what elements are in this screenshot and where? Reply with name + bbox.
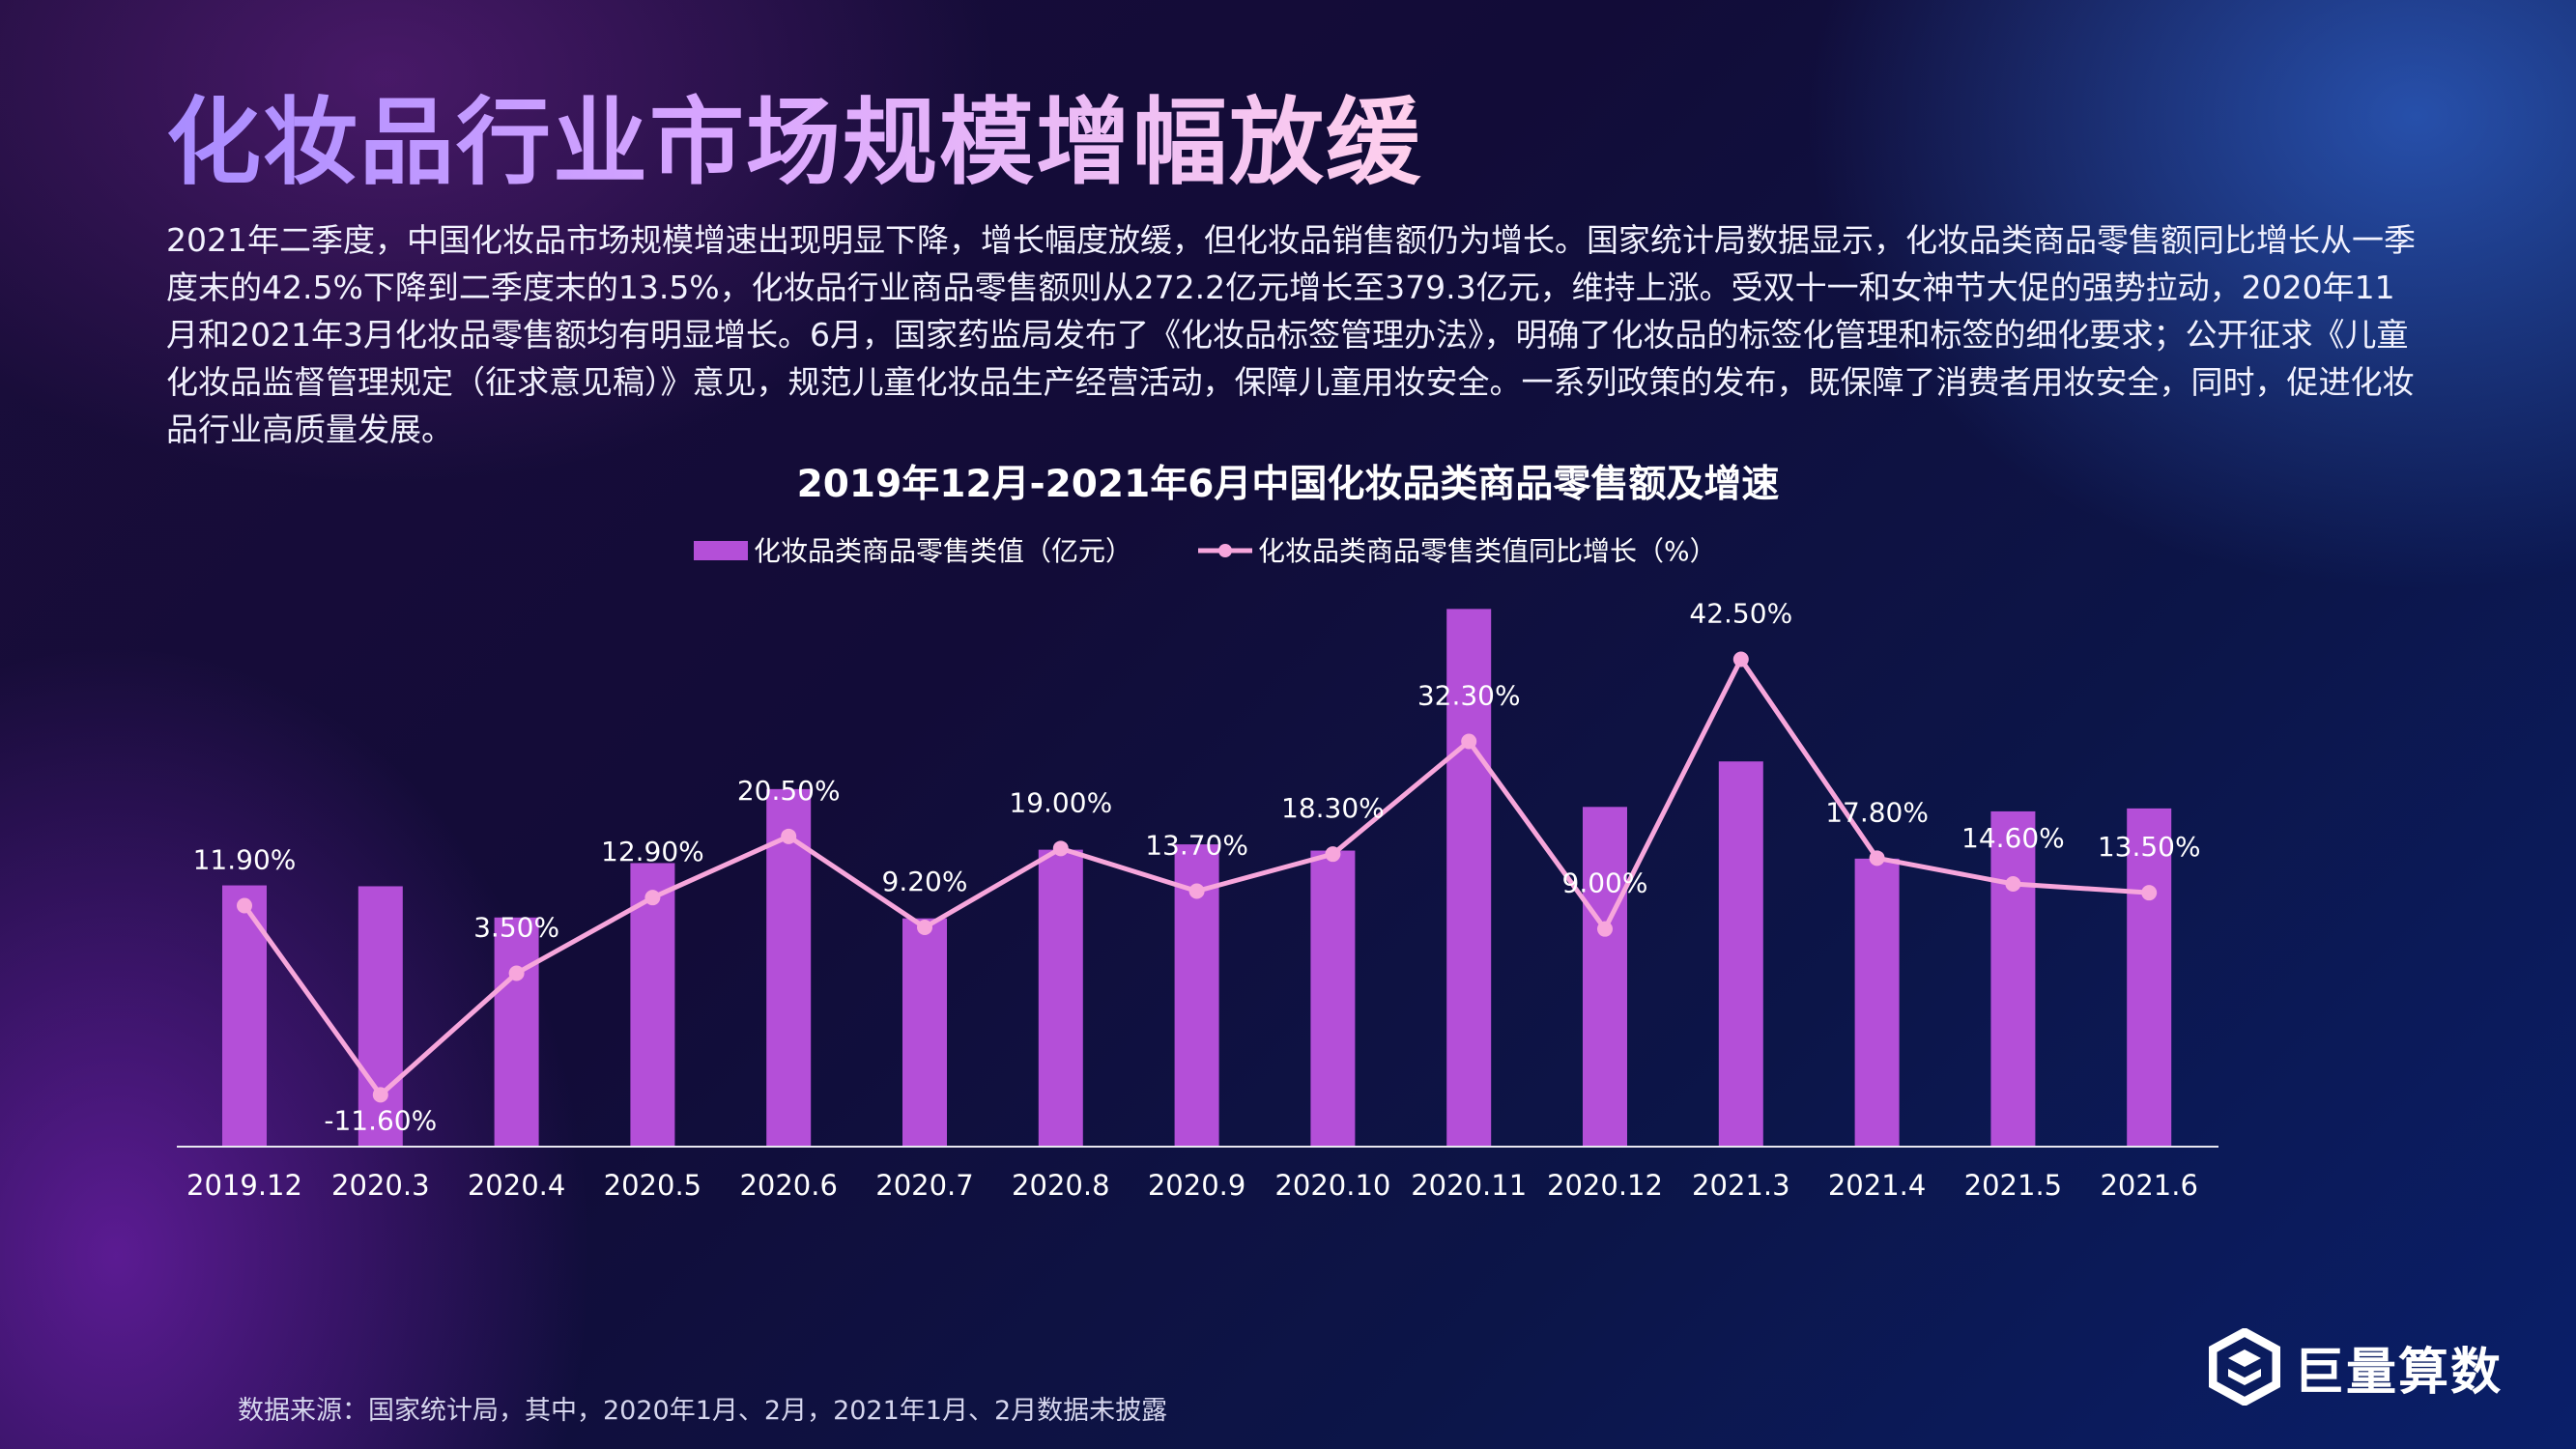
growth-point-2021.5 — [2005, 876, 2021, 892]
x-tick-label: 2020.7 — [875, 1169, 973, 1202]
x-tick-label: 2020.3 — [331, 1169, 429, 1202]
bar-2020.4 — [494, 917, 539, 1147]
growth-point-2020.6 — [781, 828, 797, 844]
bar-2020.11 — [1446, 609, 1492, 1147]
growth-data-label: 17.80% — [1825, 796, 1929, 828]
growth-data-label: 12.90% — [601, 836, 704, 867]
bar-2020.3 — [358, 886, 403, 1147]
legend-swatch-bar — [694, 541, 748, 560]
growth-point-2020.9 — [1188, 883, 1205, 899]
growth-point-2021.4 — [1869, 850, 1885, 867]
growth-point-2020.8 — [1052, 840, 1069, 857]
chart-title: 2019年12月-2021年6月中国化妆品类商品零售额及增速 — [796, 463, 1780, 506]
bar-2021.4 — [1854, 858, 1900, 1147]
brand-logo: 巨量算数 — [2209, 1328, 2503, 1406]
x-tick-label: 2020.12 — [1547, 1169, 1663, 1202]
bar-2020.7 — [902, 918, 947, 1147]
growth-data-label: 11.90% — [193, 844, 297, 876]
growth-point-2020.7 — [917, 920, 932, 935]
growth-data-label: 13.50% — [2098, 831, 2201, 863]
growth-point-2020.12 — [1597, 921, 1613, 937]
growth-data-label: 18.30% — [1281, 792, 1385, 824]
growth-point-2021.6 — [2141, 885, 2158, 901]
x-tick-label: 2020.10 — [1274, 1169, 1390, 1202]
growth-data-label: 14.60% — [1961, 822, 2065, 854]
legend-label-bar: 化妆品类商品零售类值（亿元） — [754, 535, 1132, 567]
bar-2021.5 — [1990, 810, 2036, 1147]
growth-data-label: 32.30% — [1417, 680, 1521, 712]
x-tick-label: 2021.5 — [1964, 1169, 2062, 1202]
growth-point-2020.3 — [372, 1087, 388, 1103]
x-tick-label: 2020.8 — [1012, 1169, 1109, 1202]
growth-data-label: 9.00% — [1562, 867, 1648, 899]
x-tick-label: 2021.6 — [2100, 1169, 2197, 1202]
x-tick-label: 2020.9 — [1148, 1169, 1245, 1202]
growth-data-label: 20.50% — [737, 775, 841, 807]
growth-point-2021.3 — [1732, 651, 1749, 668]
growth-data-label: -11.60% — [324, 1104, 437, 1136]
bar-2020.12 — [1583, 807, 1627, 1147]
chart: 化妆品类商品零售类值（亿元） 化妆品类商品零售类值同比增长（%） 2019.12 20… — [177, 535, 2218, 1202]
growth-data-label: 3.50% — [473, 912, 559, 944]
data-source-note: 数据来源：国家统计局，其中，2020年1月、2月，2021年1月、2月数据未披露 — [238, 1396, 1168, 1426]
legend-label-line: 化妆品类商品零售类值同比增长（%） — [1258, 535, 1717, 567]
bar-2020.8 — [1038, 849, 1083, 1147]
bar-2020.10 — [1310, 850, 1356, 1147]
bar-2021.3 — [1718, 761, 1763, 1147]
x-tick-label: 2021.4 — [1828, 1169, 1926, 1202]
x-tick-label: 2021.3 — [1692, 1169, 1789, 1202]
logo-text: 巨量算数 — [2294, 1343, 2504, 1402]
growth-data-label: 9.20% — [882, 866, 968, 897]
growth-data-label: 42.50% — [1689, 598, 1792, 630]
x-tick-label: 2020.5 — [604, 1169, 701, 1202]
bar-2021.6 — [2127, 808, 2172, 1147]
intro-paragraph: 2021年二季度，中国化妆品市场规模增速出现明显下降，增长幅度放缓，但化妆品销售… — [166, 221, 2416, 448]
growth-point-2020.4 — [508, 965, 525, 981]
x-tick-label: 2020.4 — [468, 1169, 565, 1202]
x-tick-label: 2019.12 — [186, 1169, 302, 1202]
growth-point-2020.11 — [1461, 733, 1477, 750]
x-tick-label: 2020.6 — [739, 1169, 837, 1202]
bar-2020.5 — [630, 863, 675, 1147]
growth-data-label: 19.00% — [1009, 786, 1112, 818]
page-title: 化妆品行业市场规模增幅放缓 — [166, 88, 1423, 198]
growth-point-2019.12 — [237, 897, 252, 914]
growth-data-label: 13.70% — [1145, 830, 1248, 862]
hexagon-logo-icon — [2209, 1328, 2280, 1406]
growth-point-2020.10 — [1325, 846, 1341, 863]
growth-point-2020.5 — [644, 890, 661, 906]
legend-marker-line — [1218, 544, 1232, 557]
x-tick-label: 2020.11 — [1411, 1169, 1527, 1202]
